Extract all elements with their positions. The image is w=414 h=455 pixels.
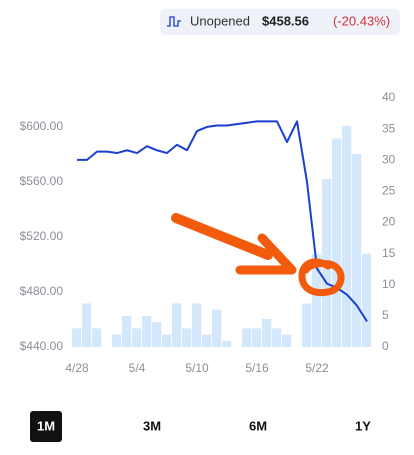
status-label: Unopened [190,13,250,28]
y2-tick-label: 5 [382,308,389,322]
status-badge [160,9,400,35]
range-tab-selected[interactable] [30,411,62,442]
volume-bar [72,328,82,347]
volume-bar [132,328,142,347]
volume-bar [342,126,352,347]
range-tab[interactable]: 1M [37,418,55,433]
status-price: $458.56 [262,13,309,28]
volume-bar [262,318,272,347]
y2-tick-label: 10 [382,277,396,291]
volume-bar [252,328,262,347]
volume-bar [202,334,212,347]
x-tick-label: 4/28 [65,361,89,375]
annotation [171,213,345,297]
volume-bar [162,334,172,347]
status-change: (-20.43%) [333,13,390,28]
volume-bar [172,303,182,347]
volume-bar [282,334,292,347]
volume-bar [182,328,192,347]
volume-bar [112,334,122,347]
volume-bar [142,315,152,347]
x-tick-label: 5/10 [185,361,209,375]
y-tick-label: $560.00 [20,174,64,188]
volume-bar [272,328,282,347]
volume-bar [362,253,372,347]
volume-bar [312,253,322,347]
x-tick-label: 5/22 [305,361,329,375]
x-tick-label: 5/16 [245,361,269,375]
y2-tick-label: 0 [382,339,389,353]
volume-bar [82,303,92,347]
y2-tick-label: 30 [382,152,396,166]
price-line [77,120,368,323]
range-tab[interactable]: 1Y [355,418,371,433]
volume-bar [122,315,132,347]
y2-tick-label: 20 [382,215,396,229]
volume-bar [92,328,102,347]
range-tabs: 1M 3M 6M 1Y [30,411,371,442]
status-icon [167,16,181,27]
y-tick-label: $480.00 [20,284,64,298]
volume-bar [192,303,202,347]
y2-tick-label: 25 [382,184,396,198]
volume-bar [152,322,162,347]
volume-bar [332,138,342,347]
volume-bar [302,303,312,347]
y2-tick-label: 15 [382,246,396,260]
volume-bar [222,340,232,347]
range-tab[interactable]: 6M [249,418,267,433]
y2-tick-label: 40 [382,90,396,104]
y-tick-label: $440.00 [20,339,64,353]
y2-tick-label: 35 [382,121,396,135]
y-tick-label: $520.00 [20,229,64,243]
y-tick-label: $600.00 [20,119,64,133]
volume-bar [212,309,222,347]
volume-bar [242,328,252,347]
range-tab[interactable]: 3M [143,418,161,433]
x-tick-label: 5/4 [129,361,146,375]
volume-bar [352,154,362,347]
